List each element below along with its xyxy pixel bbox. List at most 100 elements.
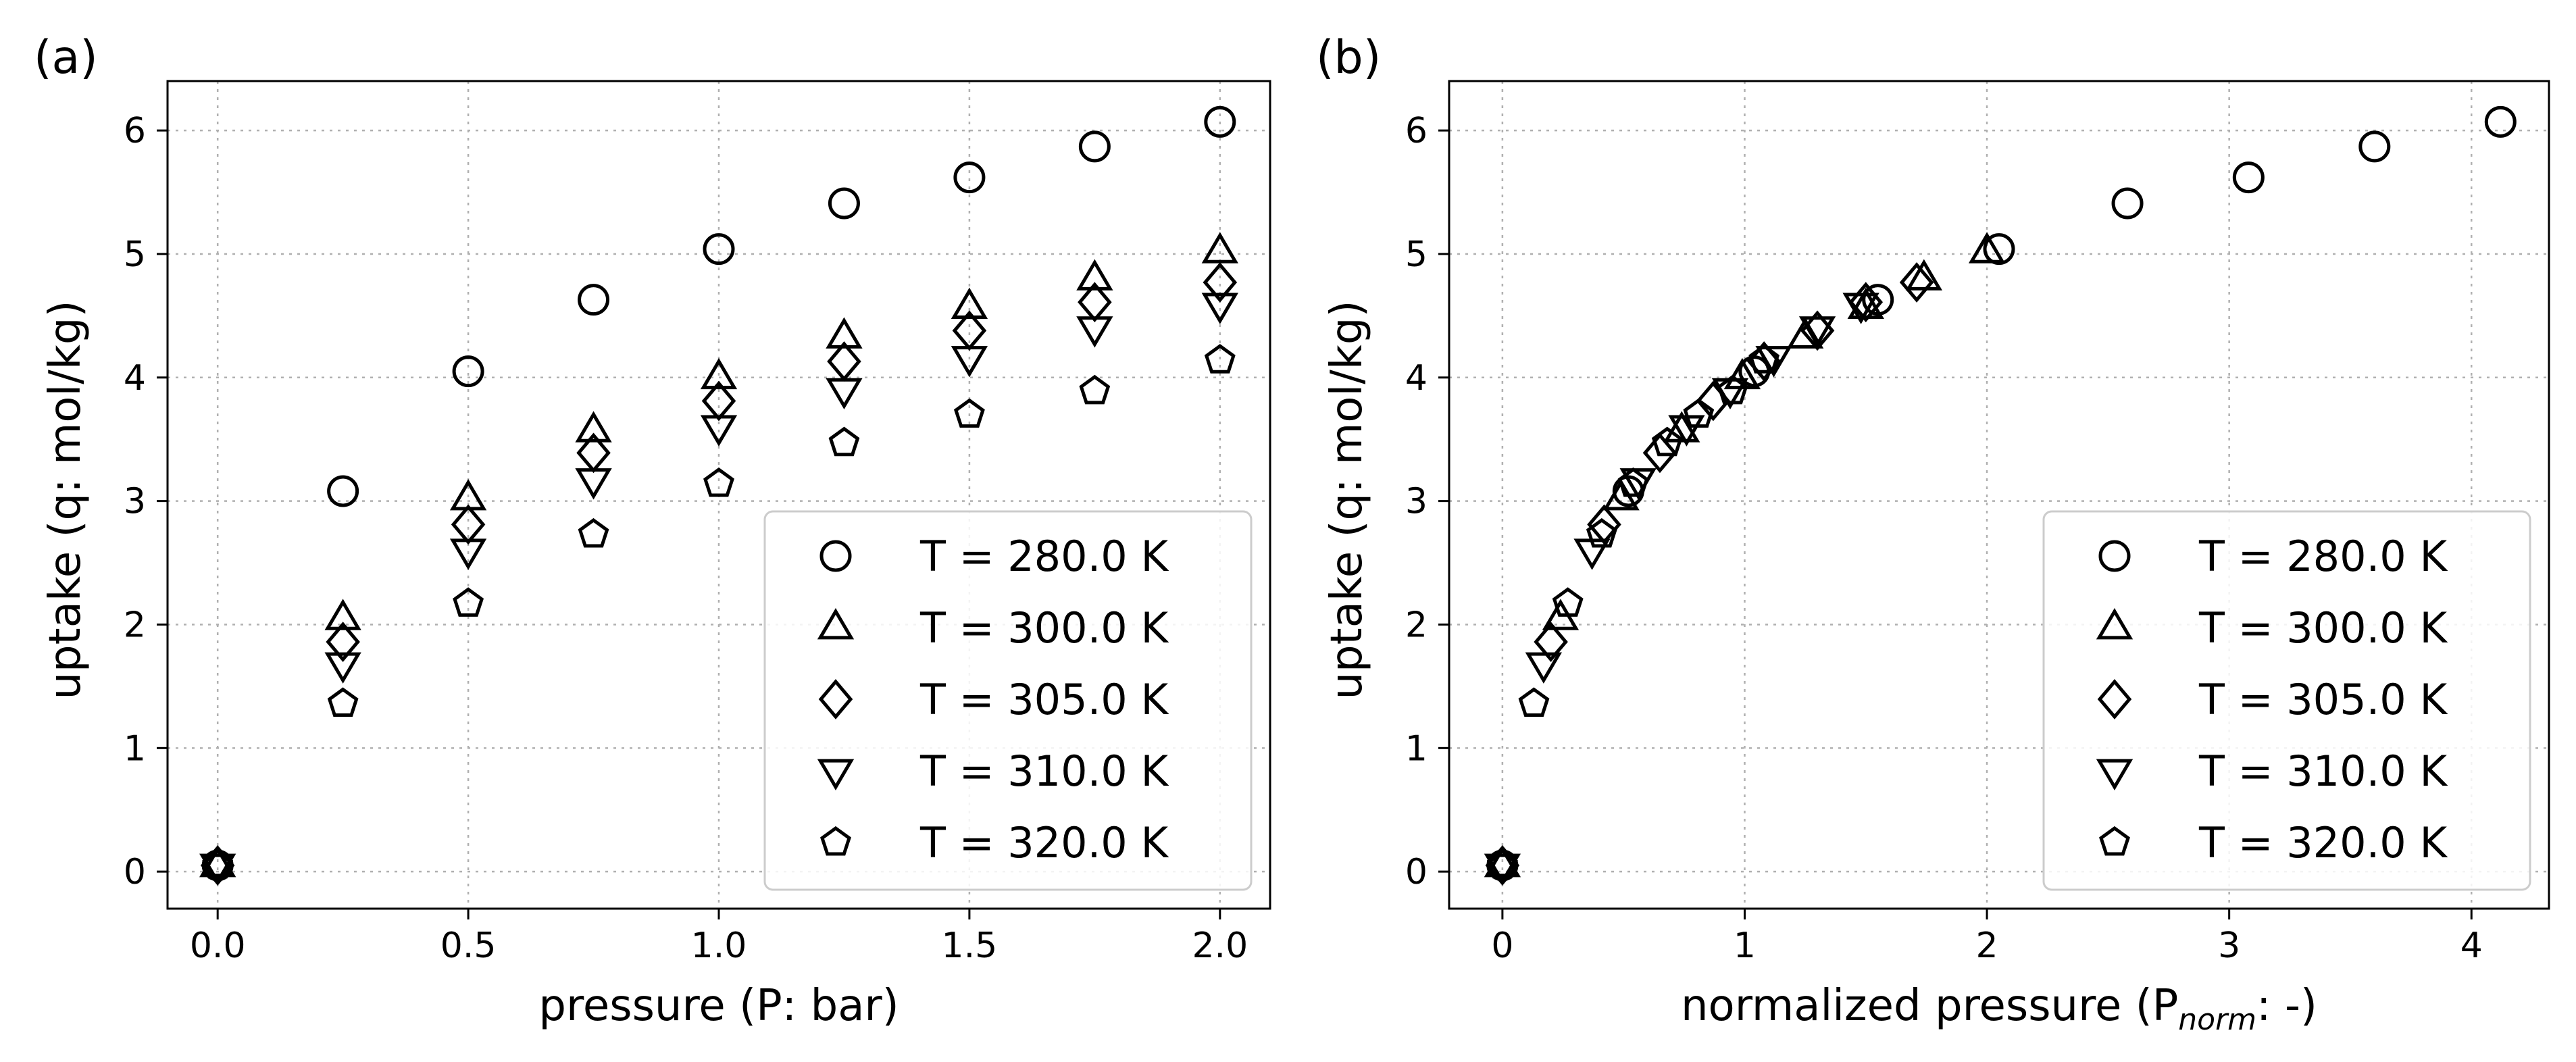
legend-diamond-marker <box>818 679 853 719</box>
data-point-triangle-down-marker <box>1201 293 1238 324</box>
data-point-circle-marker <box>1078 130 1111 163</box>
data-point-triangle-down-marker <box>1755 346 1792 378</box>
legend-entry-label: T = 310.0 K <box>2198 747 2448 796</box>
panel-label-b: (b) <box>1316 31 1381 84</box>
data-point-triangle-down-marker <box>449 538 487 570</box>
data-point-diamond-marker <box>1203 262 1238 303</box>
data-point-triangle-down-marker <box>1484 853 1521 885</box>
data-point-triangle-up-marker <box>826 317 863 349</box>
x-tick-label: 1 <box>1734 926 1756 966</box>
data-point-diamond-marker <box>1642 432 1677 474</box>
data-point-pentagon-marker <box>1683 398 1715 428</box>
data-point-pentagon-marker <box>1717 374 1748 405</box>
data-point-pentagon-marker <box>1079 374 1111 405</box>
data-point-pentagon-marker <box>327 687 359 717</box>
data-point-diamond-marker <box>326 622 360 662</box>
data-point-triangle-down-marker <box>1525 652 1563 684</box>
series-pentagon <box>202 344 1236 879</box>
axes-frame <box>1448 80 2550 910</box>
legend-triangle-up-marker <box>2096 608 2133 640</box>
data-point-circle-marker <box>953 161 986 194</box>
data-point-pentagon-marker <box>828 426 860 457</box>
legend-entry-label: T = 280.0 K <box>919 532 1169 581</box>
legend-circle-marker <box>2098 540 2131 572</box>
x-tick-label: 3 <box>2218 926 2240 966</box>
legend-entry-label: T = 305.0 K <box>2198 675 2448 724</box>
legend-diamond-marker <box>2097 679 2132 719</box>
data-point-triangle-up-marker <box>1905 259 1943 290</box>
data-point-pentagon-marker <box>1204 344 1236 374</box>
series-triangle-down <box>199 293 1238 885</box>
legend-triangle-down-marker <box>2096 759 2133 790</box>
data-point-diamond-marker <box>827 341 861 382</box>
data-point-triangle-down-marker <box>1076 316 1113 348</box>
y-tick-label: 5 <box>1405 234 1428 275</box>
data-point-pentagon-marker <box>1586 517 1617 548</box>
data-point-triangle-up-marker <box>575 411 612 442</box>
data-point-pentagon-marker <box>453 587 484 617</box>
x-tick-label: 2.0 <box>1192 926 1248 966</box>
series-triangle-down <box>1484 293 1879 885</box>
legend-entry-label: T = 305.0 K <box>919 675 1169 724</box>
x-tick-label: 0 <box>1491 926 1513 966</box>
x-tick-label: 4 <box>2460 926 2483 966</box>
axes-frame <box>166 80 1271 910</box>
legend-triangle-up-marker <box>817 608 855 640</box>
data-point-triangle-up-marker <box>1076 259 1113 290</box>
data-point-pentagon-marker <box>1486 849 1518 879</box>
data-point-pentagon-marker <box>202 849 234 879</box>
legend-entry-label: T = 300.0 K <box>2198 603 2448 653</box>
data-point-triangle-down-marker <box>700 415 738 447</box>
legend-pentagon-marker <box>2099 826 2130 856</box>
x-axis-label-b: normalized pressure (Pnorm: -) <box>1681 981 2317 1037</box>
data-point-circle-marker <box>578 284 610 316</box>
data-point-circle-marker <box>2111 187 2144 220</box>
data-point-pentagon-marker <box>1552 587 1584 617</box>
data-point-triangle-down-marker <box>199 853 236 885</box>
plot-area-a: 0.0 0.5 1.0 1.5 2.0 0 1 2 3 4 5 6 T = 280.0 K T = 300… <box>124 80 1271 966</box>
legend: T = 280.0 K T = 300.0 K T = 305.0 K T = 310… <box>2042 510 2531 891</box>
y-tick-label: 6 <box>124 111 146 151</box>
y-tick-label: 1 <box>1405 728 1428 769</box>
legend-triangle-down-marker <box>817 759 855 790</box>
y-tick-label: 4 <box>1405 358 1428 399</box>
y-tick-label: 3 <box>124 482 146 522</box>
data-point-pentagon-marker <box>578 517 609 548</box>
panel-label-a: (a) <box>34 31 98 84</box>
x-tick-label: 1.5 <box>942 926 998 966</box>
data-point-triangle-down-marker <box>826 378 863 410</box>
series-pentagon <box>1486 344 1780 879</box>
legend-entry-label: T = 310.0 K <box>919 747 1169 796</box>
data-point-diamond-marker <box>1746 341 1782 382</box>
y-tick-label: 5 <box>124 234 146 275</box>
series-diamond <box>1485 262 1934 886</box>
data-point-pentagon-marker <box>703 467 734 497</box>
y-tick-label: 0 <box>124 852 146 892</box>
data-point-circle-marker <box>2358 130 2391 163</box>
data-point-circle-marker <box>703 233 735 266</box>
plot-area-b: 0 1 2 3 4 0 1 2 3 4 5 6 T = 280.0 K T = 300.0 K T = 30… <box>1405 80 2550 966</box>
data-point-triangle-up-marker <box>1968 232 2006 263</box>
legend-pentagon-marker <box>820 826 851 856</box>
data-point-circle-marker <box>452 355 484 388</box>
data-point-triangle-down-marker <box>575 468 612 500</box>
data-point-circle-marker <box>2484 105 2517 138</box>
data-point-pentagon-marker <box>1518 687 1550 717</box>
series-triangle-up <box>199 232 1238 878</box>
y-axis-label-a: uptake (q: mol/kg) <box>41 301 91 700</box>
y-axis-label-b: uptake (q: mol/kg) <box>1322 301 1372 700</box>
legend: T = 280.0 K T = 300.0 K T = 305.0 K T = 310… <box>763 510 1253 891</box>
legend-box <box>2042 510 2531 891</box>
data-point-pentagon-marker <box>1617 467 1649 497</box>
legend-box <box>763 510 1253 891</box>
data-point-triangle-up-marker <box>324 599 361 630</box>
legend-entry-label: T = 280.0 K <box>2198 532 2448 581</box>
y-tick-label: 2 <box>124 605 146 645</box>
data-point-triangle-down-marker <box>324 652 361 684</box>
data-point-circle-marker <box>327 475 359 507</box>
y-tick-label: 1 <box>124 728 146 769</box>
y-tick-label: 3 <box>1405 482 1428 522</box>
x-tick-label: 0.5 <box>440 926 497 966</box>
